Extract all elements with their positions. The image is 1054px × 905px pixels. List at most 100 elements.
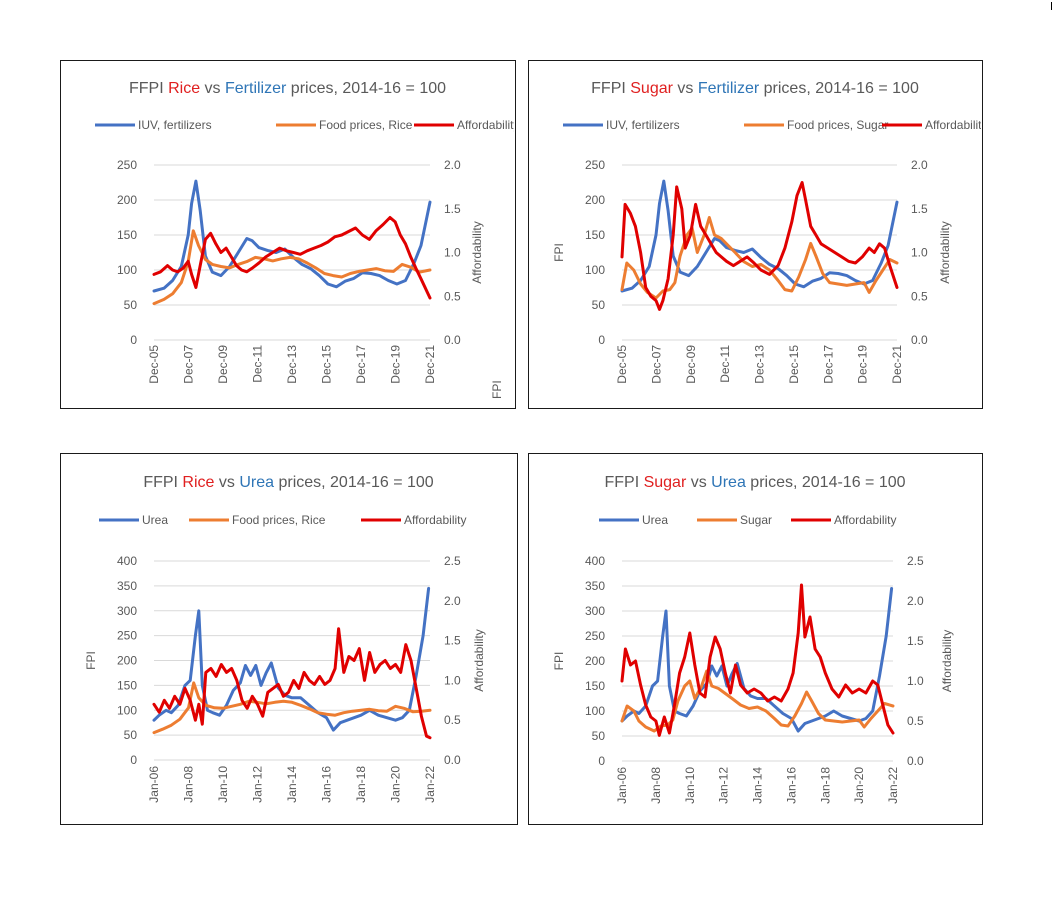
y2-tick-label: 0.5 xyxy=(907,714,924,728)
y2-tick-label: 2.0 xyxy=(444,158,461,172)
x-tick-label: Jan-06 xyxy=(615,767,629,804)
y-tick-label: 50 xyxy=(592,298,606,312)
y-tick-label: 100 xyxy=(585,263,605,277)
y2-axis-label: Affordability xyxy=(472,629,486,691)
y-tick-label: 300 xyxy=(585,604,605,618)
y2-tick-label: 2.0 xyxy=(907,594,924,608)
y-tick-label: 200 xyxy=(117,193,137,207)
y2-tick-label: 1.5 xyxy=(911,202,928,216)
y-tick-label: 250 xyxy=(117,158,137,172)
x-tick-label: Dec-11 xyxy=(251,345,265,383)
x-tick-label: Dec-11 xyxy=(718,345,732,383)
y-tick-label: 150 xyxy=(585,228,605,242)
chart-svg: FFPI Rice vs Urea prices, 2014-16 = 100 U… xyxy=(84,474,486,803)
y-tick-label: 200 xyxy=(585,193,605,207)
y-tick-label: 100 xyxy=(117,263,137,277)
y-tick-label: 200 xyxy=(585,654,605,668)
chart-svg: FFPI Rice vs Fertilizer prices, 2014-16 … xyxy=(95,80,514,399)
x-tick-label: Jan-18 xyxy=(818,767,832,804)
y-tick-label: 400 xyxy=(117,554,137,568)
y2-tick-label: 1.5 xyxy=(444,634,461,648)
x-tick-label: Dec-05 xyxy=(615,345,629,384)
y2-tick-label: 0.5 xyxy=(444,289,461,303)
x-tick-label: Jan-08 xyxy=(649,767,663,804)
legend-label: Affordability xyxy=(457,118,514,132)
y-tick-label: 50 xyxy=(124,298,138,312)
series-line xyxy=(152,179,432,293)
x-tick-label: Dec-07 xyxy=(649,345,663,384)
x-tick-label: Jan-12 xyxy=(717,767,731,804)
x-tick-label: Jan-12 xyxy=(251,766,265,803)
y2-tick-label: 1.0 xyxy=(444,246,461,260)
x-tick-label: Dec-09 xyxy=(684,345,698,384)
legend-label: IUV, fertilizers xyxy=(138,118,212,132)
y2-tick-label: 2.5 xyxy=(444,554,461,568)
series-line xyxy=(620,216,899,300)
chart-title: FFPI Sugar vs Urea prices, 2014-16 = 100 xyxy=(604,474,905,491)
x-tick-label: Dec-09 xyxy=(216,345,230,384)
x-tick-label: Jan-08 xyxy=(182,766,196,803)
legend-label: Food prices, Sugar xyxy=(787,118,888,132)
x-tick-label: Jan-14 xyxy=(285,766,299,803)
y2-tick-label: 0.0 xyxy=(907,754,924,768)
y2-tick-label: 0.5 xyxy=(444,713,461,727)
y-tick-label: 400 xyxy=(585,554,605,568)
legend-label: Affordability xyxy=(834,513,896,527)
legend-label: Urea xyxy=(142,513,168,527)
x-tick-label: Jan-20 xyxy=(389,766,403,803)
y2-tick-label: 0.0 xyxy=(911,333,928,347)
x-tick-label: Dec-15 xyxy=(787,345,801,384)
y-tick-label: 100 xyxy=(585,704,605,718)
y-tick-label: 250 xyxy=(585,158,605,172)
y-axis-label: FPI xyxy=(84,651,98,670)
fpi-axis-label: FPI xyxy=(490,380,504,399)
y2-tick-label: 1.5 xyxy=(444,202,461,216)
y2-tick-label: 2.0 xyxy=(911,158,928,172)
series-line xyxy=(152,627,432,740)
x-tick-label: Jan-22 xyxy=(423,766,437,803)
y2-tick-label: 2.0 xyxy=(444,594,461,608)
y2-tick-label: 1.0 xyxy=(911,246,928,260)
x-tick-label: Jan-14 xyxy=(751,767,765,804)
chart-svg: FFPI Sugar vs Fertilizer prices, 2014-16… xyxy=(552,80,981,384)
y2-tick-label: 1.5 xyxy=(907,634,924,648)
legend-label: IUV, fertilizers xyxy=(606,118,680,132)
chart-title: FFPI Rice vs Fertilizer prices, 2014-16 … xyxy=(129,80,446,97)
y-axis-label: FPI xyxy=(552,652,566,671)
x-tick-label: Jan-18 xyxy=(354,766,368,803)
y2-tick-label: 0.5 xyxy=(911,289,928,303)
x-tick-label: Jan-16 xyxy=(320,766,334,803)
y2-axis-label: Affordability xyxy=(938,221,952,283)
series-line xyxy=(152,229,432,306)
series-line xyxy=(620,179,899,293)
x-tick-label: Jan-10 xyxy=(683,767,697,804)
chart-svg: FFPI Sugar vs Urea prices, 2014-16 = 100… xyxy=(552,474,954,804)
series-line xyxy=(152,216,432,300)
y2-axis-label: Affordability xyxy=(470,221,484,283)
x-tick-label: Jan-20 xyxy=(852,767,866,804)
x-tick-label: Dec-17 xyxy=(354,345,368,384)
y2-tick-label: 0.0 xyxy=(444,333,461,347)
series-line xyxy=(620,587,894,733)
x-tick-label: Dec-21 xyxy=(890,345,904,384)
legend-label: Sugar xyxy=(740,513,772,527)
y-tick-label: 50 xyxy=(592,729,606,743)
chart-panel-sugar-urea: FFPI Sugar vs Urea prices, 2014-16 = 100… xyxy=(528,453,983,825)
legend-label: Food prices, Rice xyxy=(319,118,413,132)
y-tick-label: 150 xyxy=(117,678,137,692)
series-line xyxy=(620,181,899,311)
x-tick-label: Jan-10 xyxy=(216,766,230,803)
y-tick-label: 50 xyxy=(124,728,138,742)
y2-tick-label: 0.0 xyxy=(444,753,461,767)
y-tick-label: 100 xyxy=(117,703,137,717)
y2-tick-label: 1.0 xyxy=(907,674,924,688)
x-tick-label: Dec-13 xyxy=(285,345,299,384)
legend-label: Affordability xyxy=(925,118,981,132)
series-line xyxy=(152,681,432,735)
y-axis-label: FPI xyxy=(552,243,566,262)
y-tick-label: 0 xyxy=(598,754,605,768)
x-tick-label: Dec-15 xyxy=(320,345,334,384)
x-tick-label: Dec-19 xyxy=(856,345,870,384)
x-tick-label: Jan-22 xyxy=(886,767,900,804)
chart-title: FFPI Rice vs Urea prices, 2014-16 = 100 xyxy=(143,474,433,491)
